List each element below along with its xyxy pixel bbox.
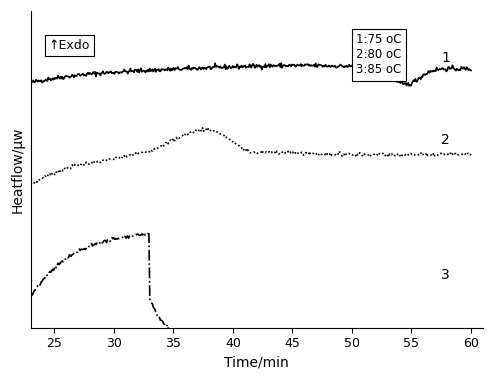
- Y-axis label: Heatflow/µw: Heatflow/µw: [11, 126, 25, 213]
- Text: 1: 1: [441, 51, 450, 65]
- Text: ↑Exdo: ↑Exdo: [49, 39, 90, 52]
- Text: 1:75 oC
2:80 oC
3:85 oC: 1:75 oC 2:80 oC 3:85 oC: [356, 33, 402, 76]
- Text: 2: 2: [441, 133, 450, 147]
- X-axis label: Time/min: Time/min: [224, 356, 289, 370]
- Text: 3: 3: [441, 267, 450, 282]
